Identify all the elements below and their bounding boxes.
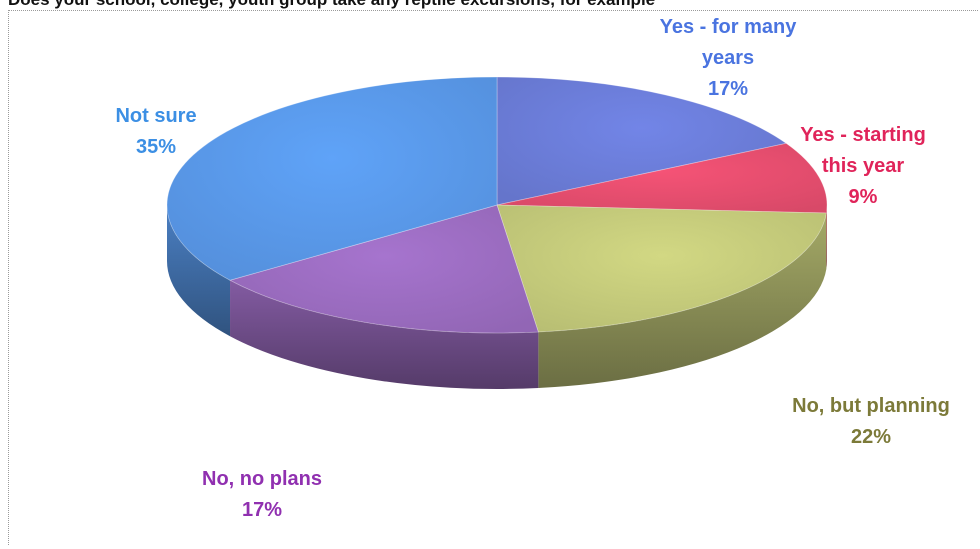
chart-border <box>8 10 978 545</box>
pie-side-3 <box>230 280 539 389</box>
data-labels: Yes - for many years 17%Yes - starting this… <box>115 16 949 521</box>
chart-title: Does your school, college, youth group t… <box>0 0 980 12</box>
data-label-4: Not sure 35% <box>115 105 196 158</box>
data-label-3: No, no plans 17% <box>202 468 322 521</box>
pie-slice-4 <box>166 76 498 281</box>
pie-slice-3 <box>228 204 539 334</box>
data-label-2: No, but planning 22% <box>792 395 950 448</box>
data-label-0: Yes - for many years 17% <box>660 16 798 100</box>
data-label-1: Yes - starting this year 9% <box>800 124 926 208</box>
pie-slice-0 <box>496 76 788 206</box>
pie-slice-2 <box>496 204 827 333</box>
pie-slices <box>166 76 828 334</box>
pie-side-1 <box>826 205 827 270</box>
pie-side-walls <box>167 205 827 389</box>
pie-side-4 <box>167 205 231 337</box>
pie-slice-1 <box>496 142 828 214</box>
pie-side-2 <box>538 213 827 388</box>
